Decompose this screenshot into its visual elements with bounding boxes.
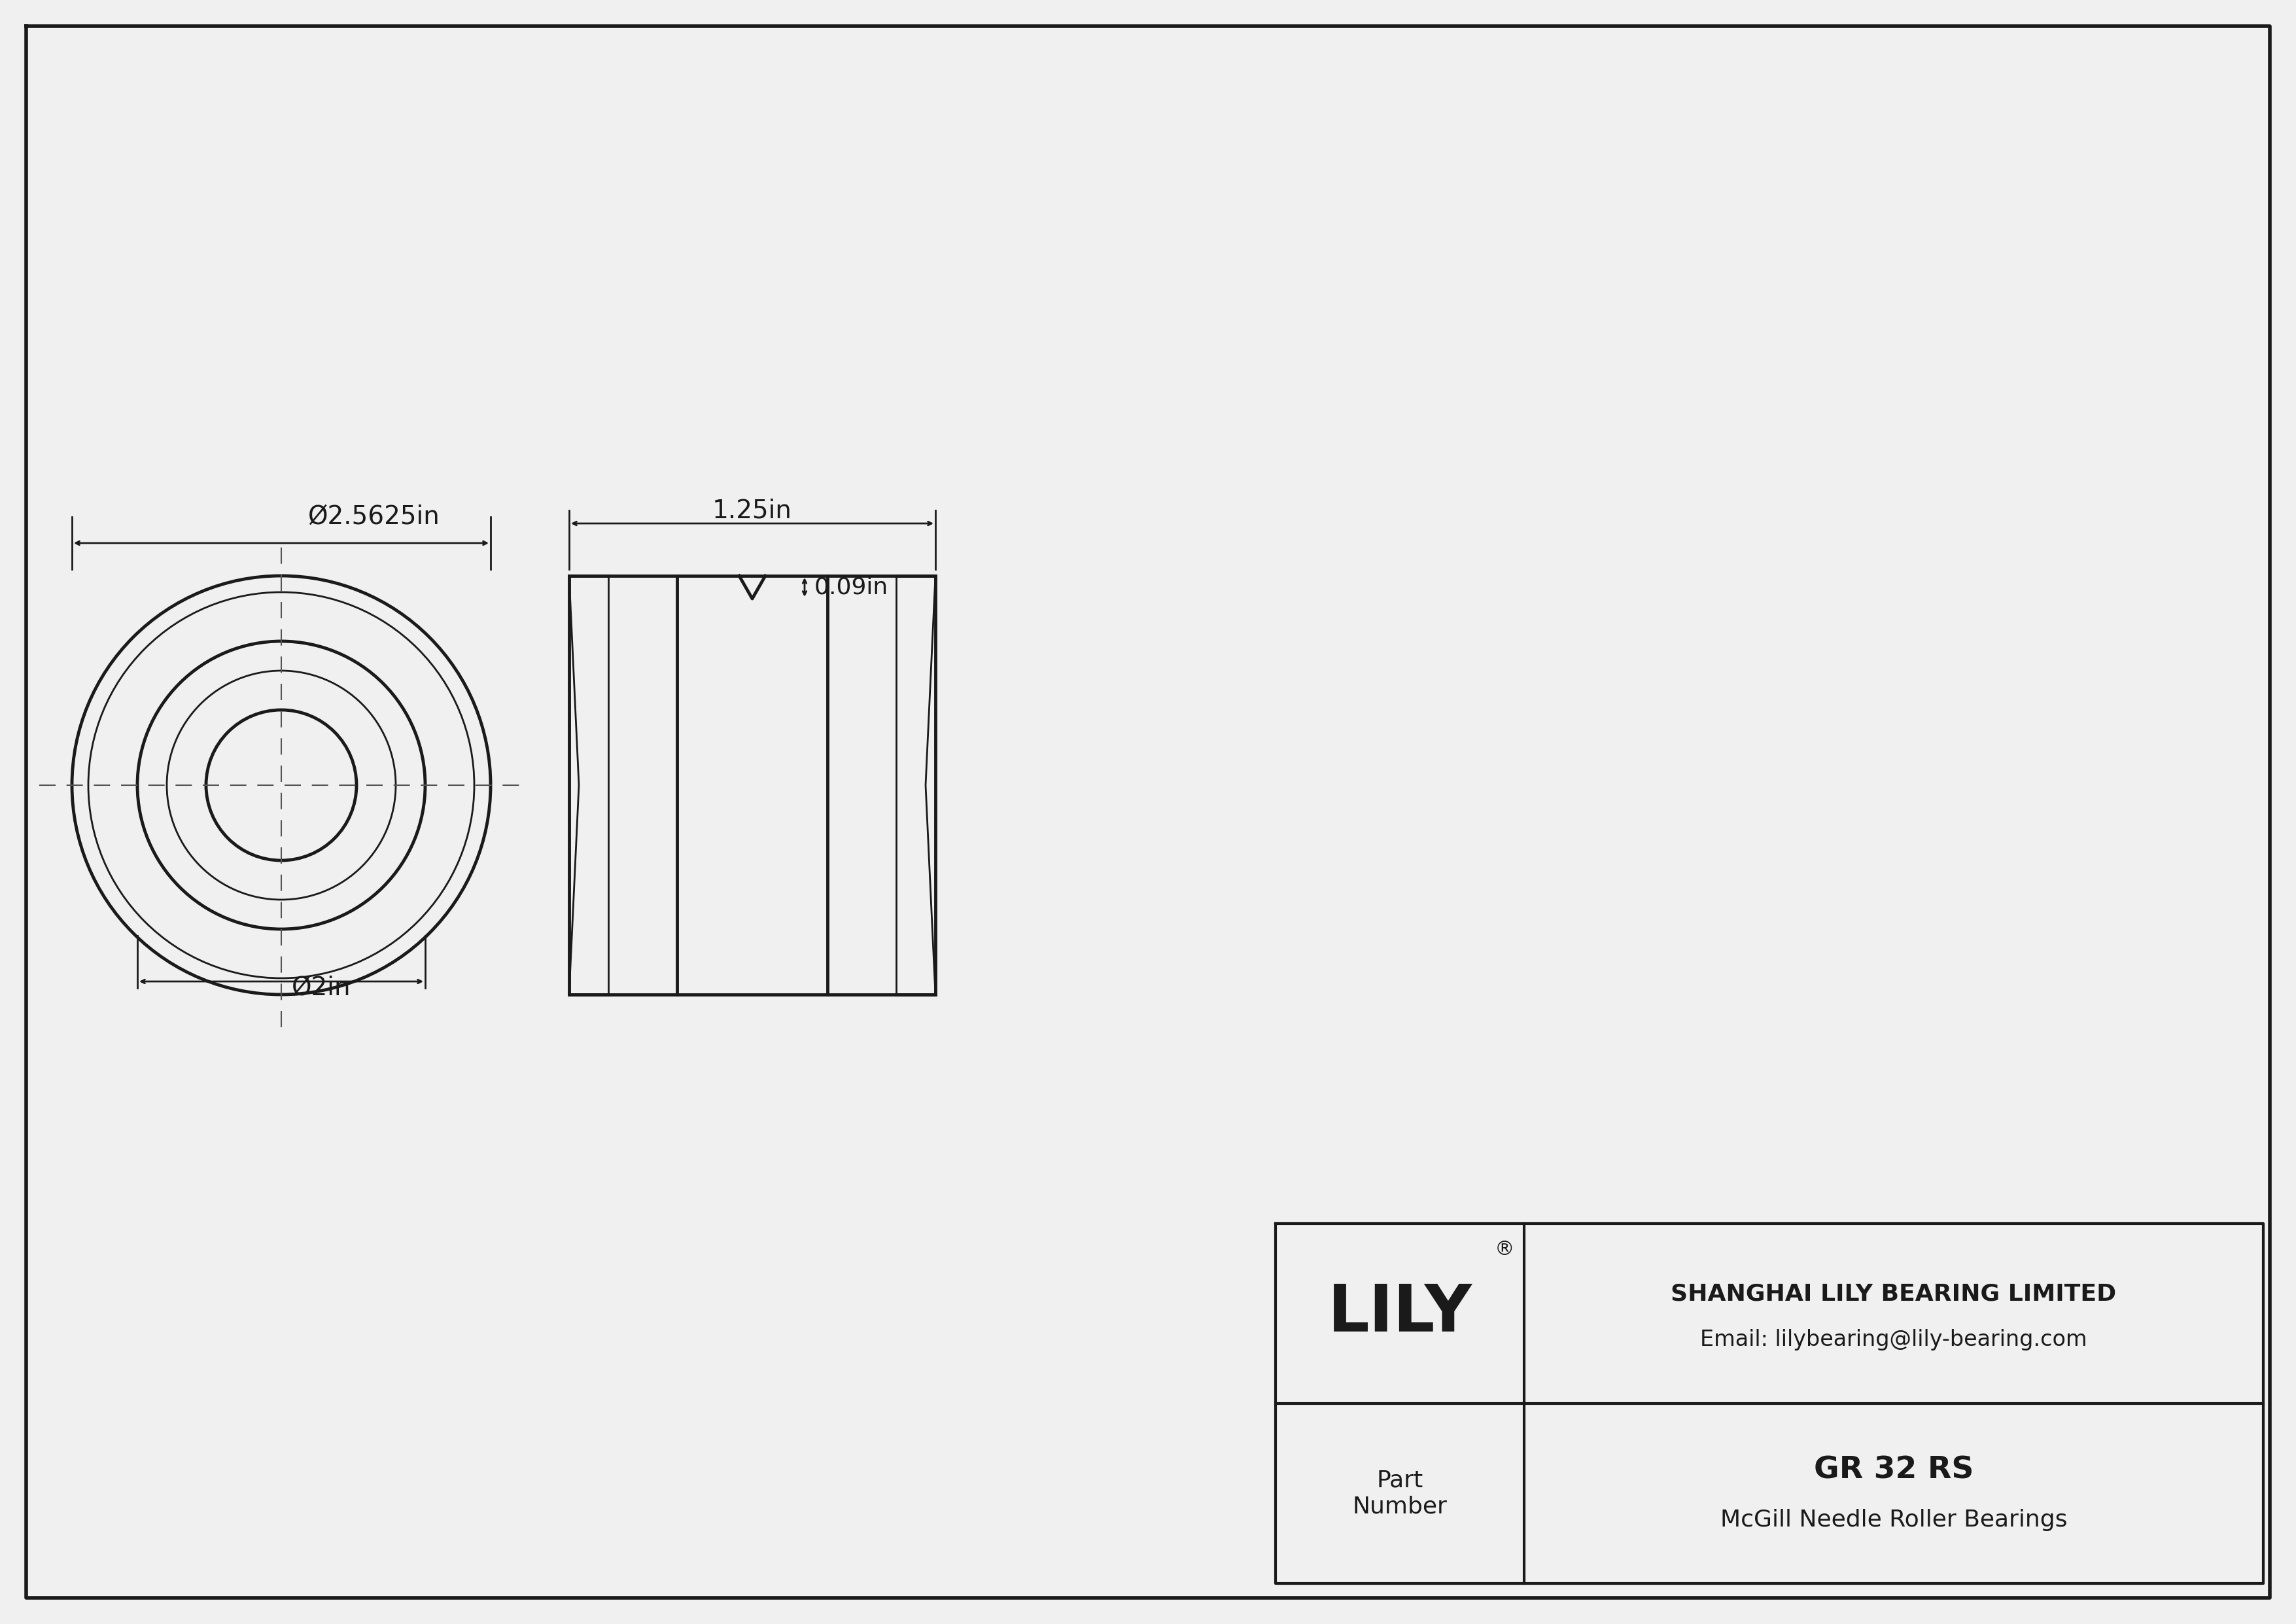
Text: LILY: LILY	[1327, 1281, 1472, 1345]
Text: ®: ®	[1495, 1241, 1515, 1259]
Text: 0.09in: 0.09in	[815, 577, 889, 598]
Text: 1.25in: 1.25in	[712, 499, 792, 523]
Text: Ø2in: Ø2in	[292, 976, 351, 1000]
Text: Email: lilybearing@lily-bearing.com: Email: lilybearing@lily-bearing.com	[1701, 1328, 2087, 1351]
Text: SHANGHAI LILY BEARING LIMITED: SHANGHAI LILY BEARING LIMITED	[1671, 1283, 2117, 1306]
Text: Part
Number: Part Number	[1352, 1470, 1446, 1517]
Text: GR 32 RS: GR 32 RS	[1814, 1455, 1975, 1486]
Text: McGill Needle Roller Bearings: McGill Needle Roller Bearings	[1720, 1509, 2066, 1531]
Text: Ø2.5625in: Ø2.5625in	[308, 505, 439, 529]
